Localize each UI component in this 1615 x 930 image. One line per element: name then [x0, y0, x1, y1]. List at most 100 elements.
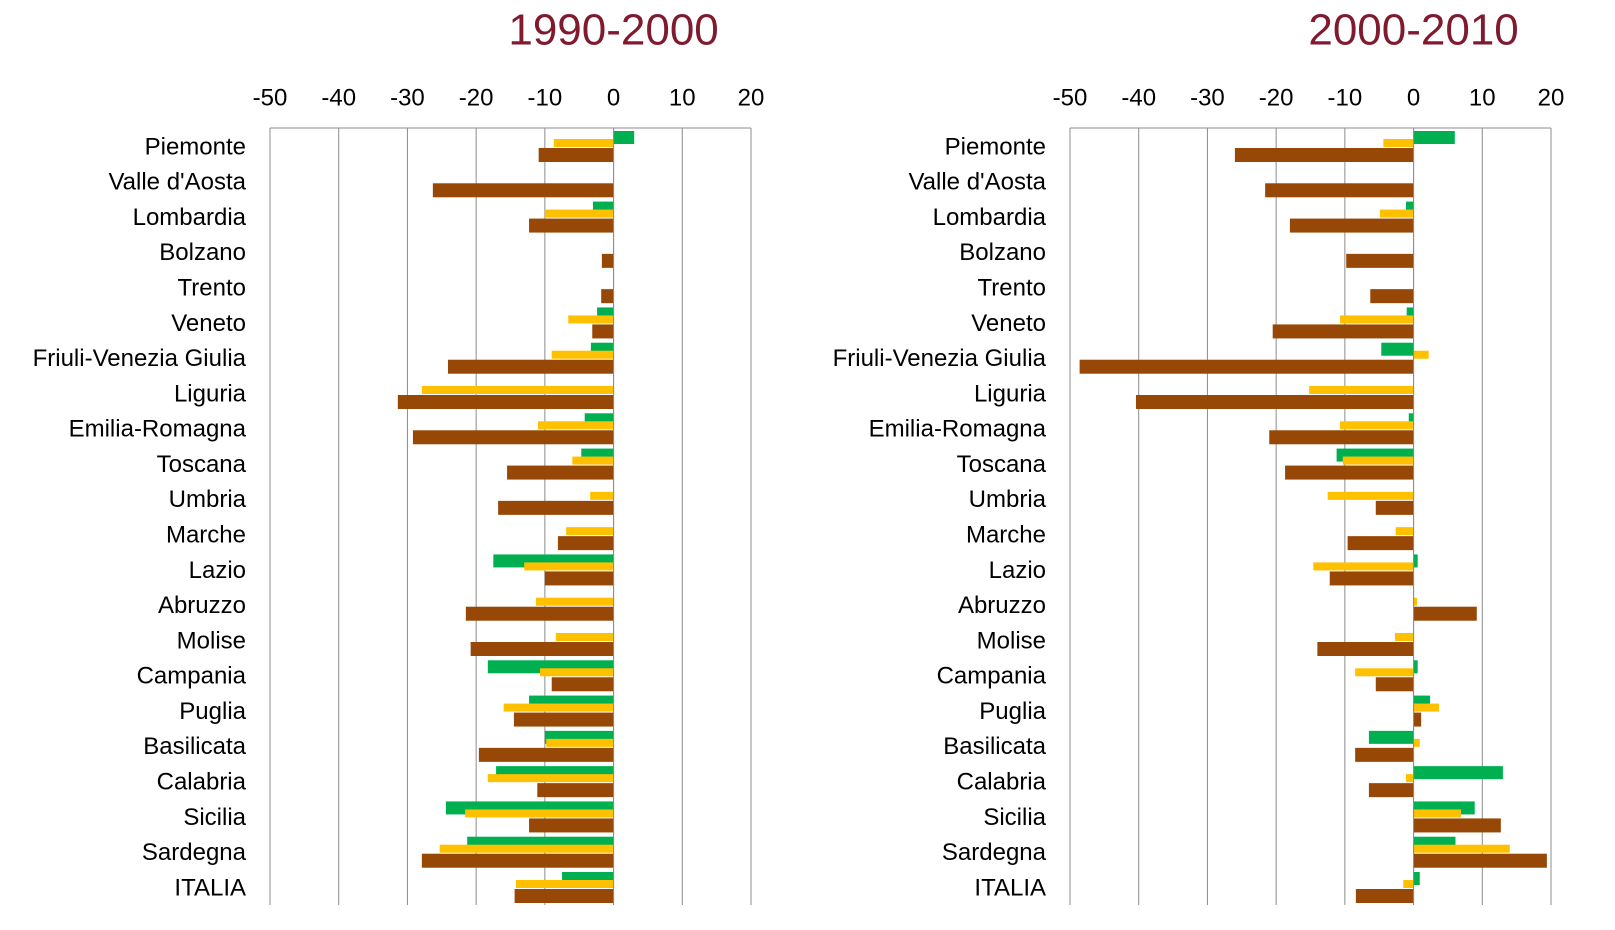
bar [503, 703, 614, 712]
x-tick-label: 20 [738, 84, 765, 111]
category-label: Basilicata [943, 733, 1046, 760]
bar [1379, 209, 1414, 218]
category-label: Bolzano [159, 239, 246, 266]
bar [1383, 139, 1414, 147]
bar [465, 809, 614, 818]
bar [592, 324, 614, 339]
category-label: Lazio [989, 557, 1046, 584]
bar [1285, 465, 1414, 480]
x-tick-label: -30 [1190, 84, 1225, 111]
bar [1342, 456, 1414, 465]
bar [1413, 703, 1439, 712]
category-label: Valle d'Aosta [908, 169, 1046, 196]
category-label: Lombardia [933, 204, 1047, 231]
x-tick-label: -40 [1121, 84, 1156, 111]
bar [1408, 413, 1414, 427]
category-label: Lazio [189, 557, 246, 584]
bar [566, 527, 614, 536]
bar [555, 633, 614, 641]
bar [1395, 527, 1414, 536]
bar [601, 253, 614, 268]
bar [470, 642, 614, 656]
bar [1289, 218, 1414, 233]
bar [524, 562, 614, 571]
bar [1413, 131, 1455, 144]
bar [1406, 307, 1414, 321]
bar [601, 289, 614, 304]
category-label: Valle d'Aosta [108, 169, 246, 196]
bar [553, 139, 614, 147]
category-label: Puglia [979, 698, 1046, 725]
bar [515, 880, 614, 888]
x-tick-label: -50 [1053, 84, 1088, 111]
x-tick-label: 0 [607, 84, 620, 111]
category-label: Veneto [171, 310, 246, 337]
bar [478, 747, 614, 762]
x-tick-label: 0 [1407, 84, 1420, 111]
x-tick-label: 10 [669, 84, 696, 111]
bar [1413, 766, 1503, 780]
bar [529, 818, 614, 833]
category-label: Calabria [957, 768, 1047, 795]
bar [1381, 342, 1414, 356]
bar [447, 359, 614, 374]
bar [1329, 571, 1414, 586]
bar [1413, 844, 1510, 853]
category-label: Calabria [157, 768, 247, 795]
chart-title: 2000-2010 [1308, 6, 1518, 55]
category-label: Liguria [974, 380, 1047, 407]
bar [1413, 809, 1461, 818]
bar [544, 209, 614, 218]
bar [1313, 562, 1414, 571]
category-label: Sardegna [142, 839, 247, 866]
bar [1375, 500, 1414, 515]
category-label: Veneto [971, 310, 1046, 337]
category-label: Basilicata [143, 733, 246, 760]
category-label: Umbria [169, 486, 247, 513]
bar [572, 456, 614, 465]
bar [465, 606, 614, 621]
category-label: Campania [137, 663, 247, 690]
bar [540, 668, 614, 677]
category-label: Friuli-Venezia Giulia [833, 345, 1047, 372]
bar [1368, 783, 1414, 798]
x-tick-label: -10 [1328, 84, 1363, 111]
bar [1234, 148, 1414, 162]
category-label: Emilia-Romagna [869, 416, 1047, 443]
bar [432, 183, 614, 198]
bar [1355, 747, 1414, 762]
chart-title: 1990-2000 [508, 6, 718, 55]
bar [1368, 730, 1414, 744]
bar [421, 853, 614, 868]
bar [1317, 642, 1414, 656]
bar [1340, 315, 1414, 324]
bar [1269, 430, 1414, 445]
category-label: Piemonte [945, 133, 1046, 160]
bar [568, 315, 614, 324]
bar [538, 148, 614, 162]
bar [1375, 677, 1414, 692]
bar [498, 500, 614, 515]
bar [557, 536, 614, 551]
bar [1413, 712, 1422, 727]
bar [529, 218, 614, 233]
category-label: ITALIA [174, 874, 246, 901]
bar [412, 430, 614, 445]
x-tick-label: -50 [253, 84, 288, 111]
category-label: Marche [166, 521, 246, 548]
bar [1340, 421, 1414, 430]
bar [1406, 201, 1414, 215]
bar [487, 774, 614, 783]
x-tick-label: -30 [390, 84, 425, 111]
category-label: Umbria [969, 486, 1047, 513]
bar [1413, 350, 1429, 359]
category-label: Puglia [179, 698, 246, 725]
category-label: Trento [978, 274, 1046, 301]
bar [546, 738, 614, 747]
category-label: Emilia-Romagna [69, 416, 247, 443]
bar [1413, 853, 1547, 868]
bar [514, 889, 614, 903]
bar [1347, 536, 1414, 551]
bar [1406, 774, 1414, 783]
